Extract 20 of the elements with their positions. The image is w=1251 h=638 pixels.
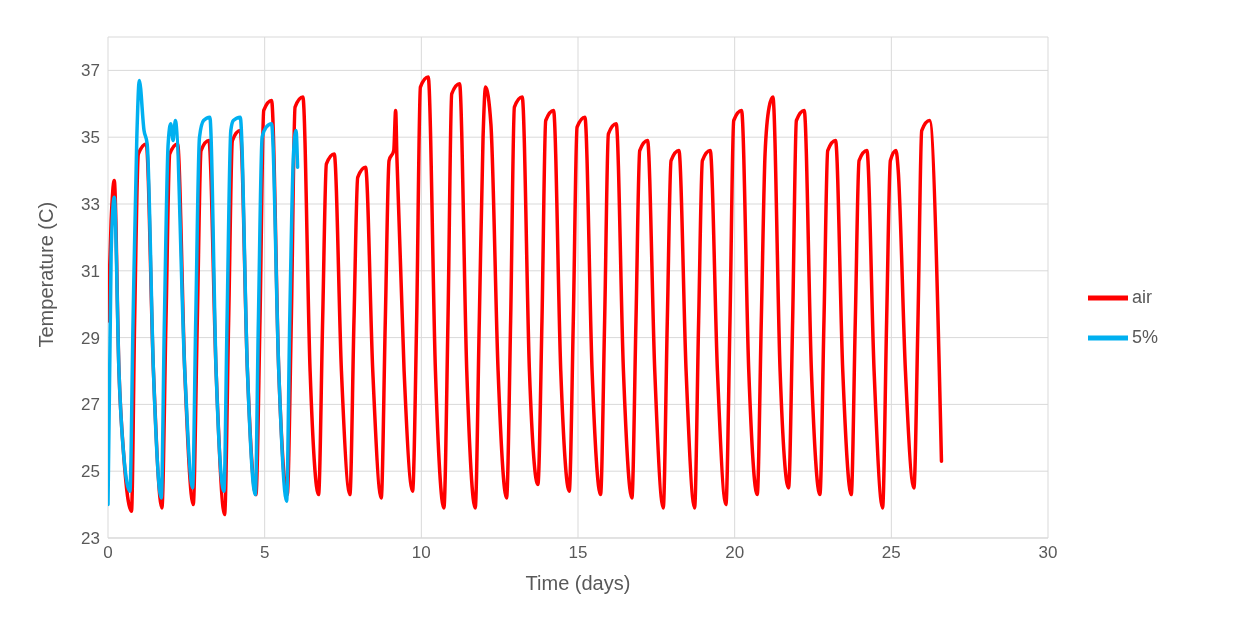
y-tick-label: 27 xyxy=(81,395,100,415)
y-tick-label: 31 xyxy=(81,261,100,281)
x-tick-label: 10 xyxy=(411,543,431,563)
x-tick-label: 30 xyxy=(1038,543,1058,563)
legend-label: 5% xyxy=(1132,326,1159,347)
x-tick-label: 25 xyxy=(881,543,901,563)
x-tick-label: 0 xyxy=(103,543,113,563)
x-tick-label: 20 xyxy=(725,543,745,563)
y-tick-label: 25 xyxy=(81,462,100,482)
y-tick-label: 23 xyxy=(81,529,100,549)
y-tick-label: 35 xyxy=(81,128,100,148)
y-tick-label: 33 xyxy=(81,195,100,215)
line-series xyxy=(108,78,300,507)
x-tick-label: 15 xyxy=(568,543,588,563)
x-axis-title: Time (days) xyxy=(525,572,631,594)
x-tick-label: 5 xyxy=(259,543,270,563)
y-tick-label: 37 xyxy=(81,61,100,81)
y-axis-title: Temperature (C) xyxy=(35,201,58,348)
legend-label: air xyxy=(1132,286,1153,307)
y-tick-label: 29 xyxy=(81,328,100,348)
